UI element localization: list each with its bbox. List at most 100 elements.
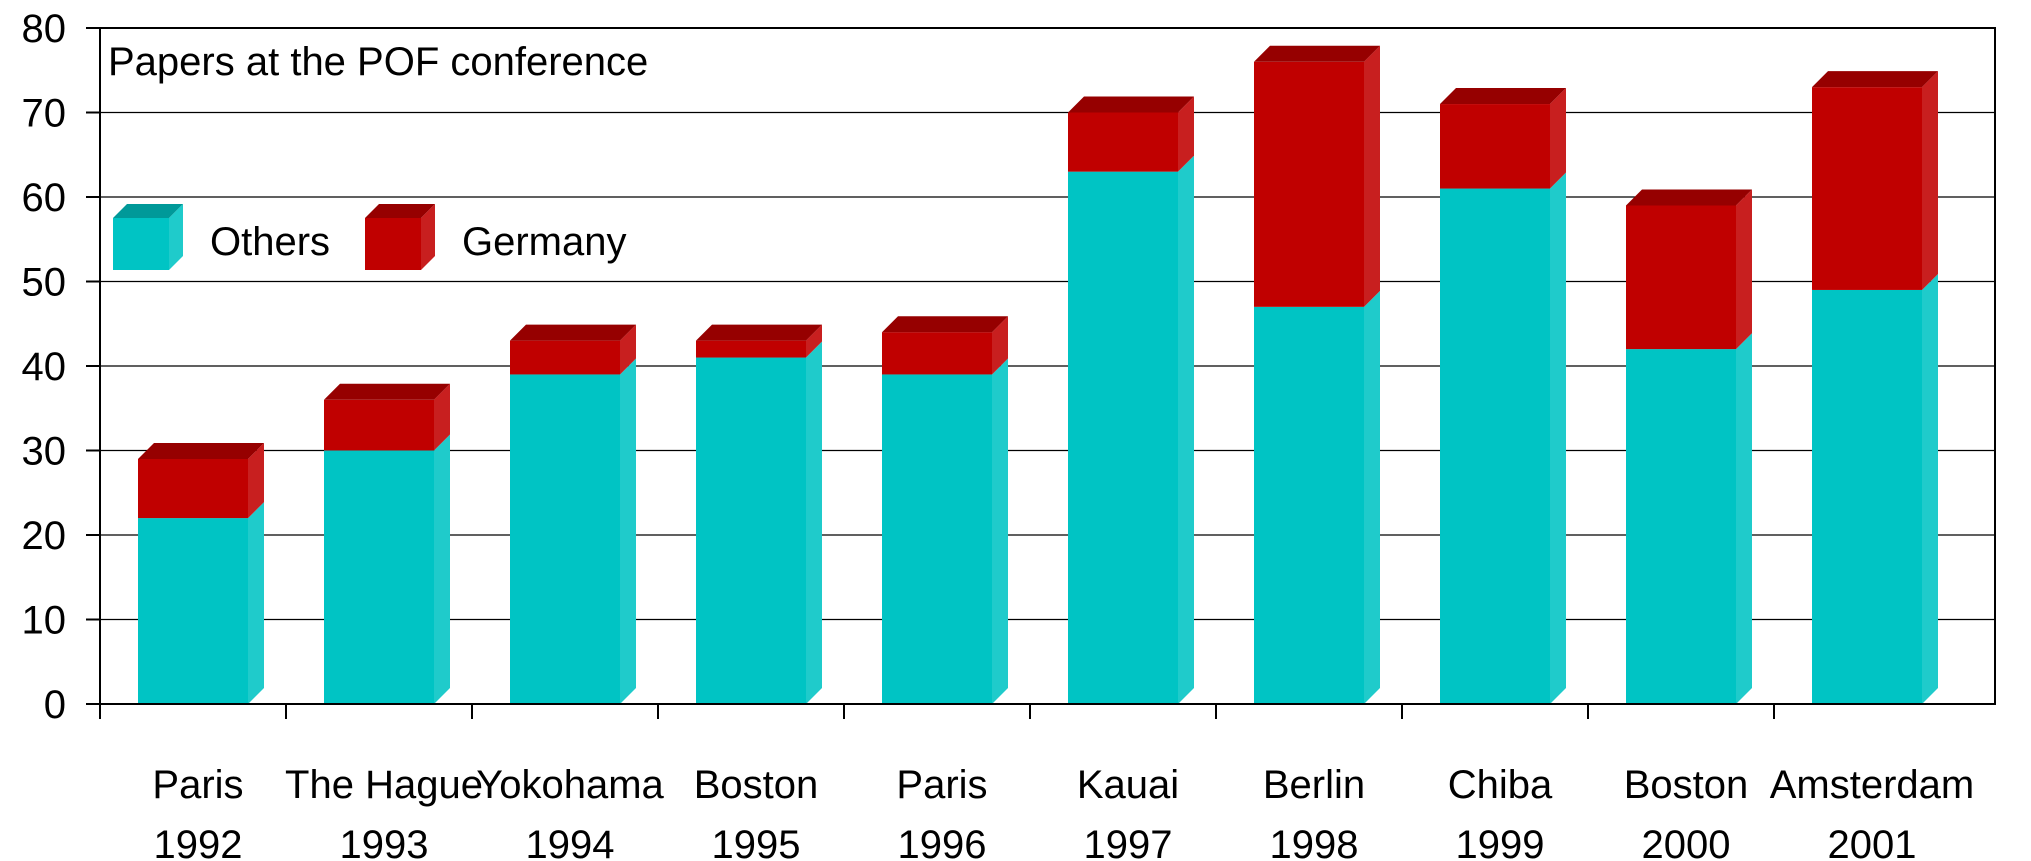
x-category-city-label: Yokohama (476, 763, 664, 807)
bar-top-face (882, 316, 1008, 333)
y-tick-label: 10 (22, 599, 67, 643)
bar-segment-germany (1626, 189, 1752, 350)
bar-segment-germany (1254, 45, 1380, 307)
legend-swatch-side (169, 204, 183, 270)
legend-swatch-top (113, 204, 183, 218)
x-category-city-label: Amsterdam (1770, 763, 1975, 807)
bar-front-face (324, 450, 434, 704)
bar-front-face (138, 458, 248, 519)
x-category-year-label: 1994 (526, 823, 615, 861)
bar-front-face (510, 374, 620, 704)
bar-top-face (696, 324, 822, 341)
bar-front-face (1254, 61, 1364, 307)
bar-side-face (434, 434, 450, 704)
bar-top-face (1440, 88, 1566, 105)
axes-layer: 0 10 20 30 40 50 60 70 80 Paris 1992 The Hague 1993 Y… (22, 7, 1995, 861)
bar-front-face (1068, 171, 1178, 704)
y-tick-label: 80 (22, 7, 67, 51)
x-category-year-label: 2001 (1828, 823, 1917, 861)
y-tick-label: 0 (44, 683, 66, 727)
bar-segment-others (1812, 273, 1938, 704)
bar-segment-germany (882, 316, 1008, 375)
bar-top-face (510, 324, 636, 341)
bar-side-face (992, 316, 1008, 375)
bar-front-face (882, 374, 992, 704)
bar-segment-germany (1440, 88, 1566, 189)
bar-side-face (806, 324, 822, 358)
bar-front-face (1254, 306, 1364, 704)
bar-segment-others (510, 358, 636, 704)
bar-front-face (510, 340, 620, 375)
bar-top-face (138, 442, 264, 459)
x-category-year-label: 1997 (1084, 823, 1173, 861)
bar-top-face (1812, 71, 1938, 88)
bar-top-face (1254, 45, 1380, 62)
x-category-city-label: Chiba (1448, 763, 1553, 807)
bar-side-face (1364, 45, 1380, 307)
x-category-year-label: 2000 (1642, 823, 1731, 861)
legend-swatch-side (421, 204, 435, 270)
legend-label: Germany (462, 220, 627, 264)
x-category-city-label: Paris (896, 763, 987, 807)
bars-layer (138, 45, 1938, 705)
bar-side-face (1922, 273, 1938, 704)
bar-top-face (1626, 189, 1752, 206)
bar-top-face (1068, 96, 1194, 113)
legend: Others Germany (113, 204, 627, 270)
x-category-city-label: Boston (694, 763, 819, 807)
bar-segment-germany (696, 324, 822, 358)
legend-swatch (365, 218, 421, 270)
y-tick-label: 20 (22, 514, 67, 558)
bar-segment-germany (138, 442, 264, 519)
bar-front-face (696, 357, 806, 704)
bar-front-face (696, 340, 806, 358)
bar-side-face (806, 341, 822, 704)
bar-segment-germany (1068, 96, 1194, 172)
bar-front-face (138, 518, 248, 704)
bar-side-face (1736, 189, 1752, 350)
legend-item-others: Others (113, 204, 330, 270)
legend-swatch (113, 218, 169, 270)
bar-front-face (1812, 87, 1922, 290)
bar-side-face (620, 358, 636, 704)
bar-front-face (1440, 188, 1550, 705)
x-category-year-label: 1995 (712, 823, 801, 861)
bar-front-face (324, 399, 434, 451)
bar-segment-others (1254, 290, 1380, 704)
bar-segment-germany (1812, 71, 1938, 290)
legend-item-germany: Germany (365, 204, 627, 270)
x-category-year-label: 1996 (898, 823, 987, 861)
bar-side-face (1736, 333, 1752, 704)
bar-front-face (1068, 112, 1178, 172)
x-category-year-label: 1992 (154, 823, 243, 861)
bar-front-face (1626, 205, 1736, 350)
bar-segment-others (138, 502, 264, 704)
bar-side-face (434, 383, 450, 451)
bar-top-face (324, 383, 450, 400)
bar-side-face (1922, 71, 1938, 290)
bar-front-face (882, 332, 992, 375)
bar-front-face (1812, 289, 1922, 704)
bar-side-face (248, 502, 264, 704)
x-category-city-label: Boston (1624, 763, 1749, 807)
y-tick-label: 40 (22, 345, 67, 389)
bar-segment-others (324, 434, 450, 704)
legend-swatch-top (365, 204, 435, 218)
bar-side-face (992, 358, 1008, 704)
bar-side-face (620, 324, 636, 375)
legend-label: Others (210, 220, 330, 264)
bar-segment-others (1626, 333, 1752, 704)
bar-front-face (1626, 349, 1736, 704)
x-category-city-label: Paris (152, 763, 243, 807)
bar-side-face (1178, 96, 1194, 172)
bar-segment-others (1068, 155, 1194, 704)
bar-segment-others (1440, 172, 1566, 705)
chart-title: Papers at the POF conference (108, 40, 648, 84)
bar-segment-others (882, 358, 1008, 704)
y-tick-label: 30 (22, 430, 67, 474)
x-category-city-label: Berlin (1263, 763, 1365, 807)
x-category-year-label: 1998 (1270, 823, 1359, 861)
bar-segment-germany (510, 324, 636, 375)
y-tick-label: 70 (22, 92, 67, 136)
bar-side-face (1550, 88, 1566, 189)
